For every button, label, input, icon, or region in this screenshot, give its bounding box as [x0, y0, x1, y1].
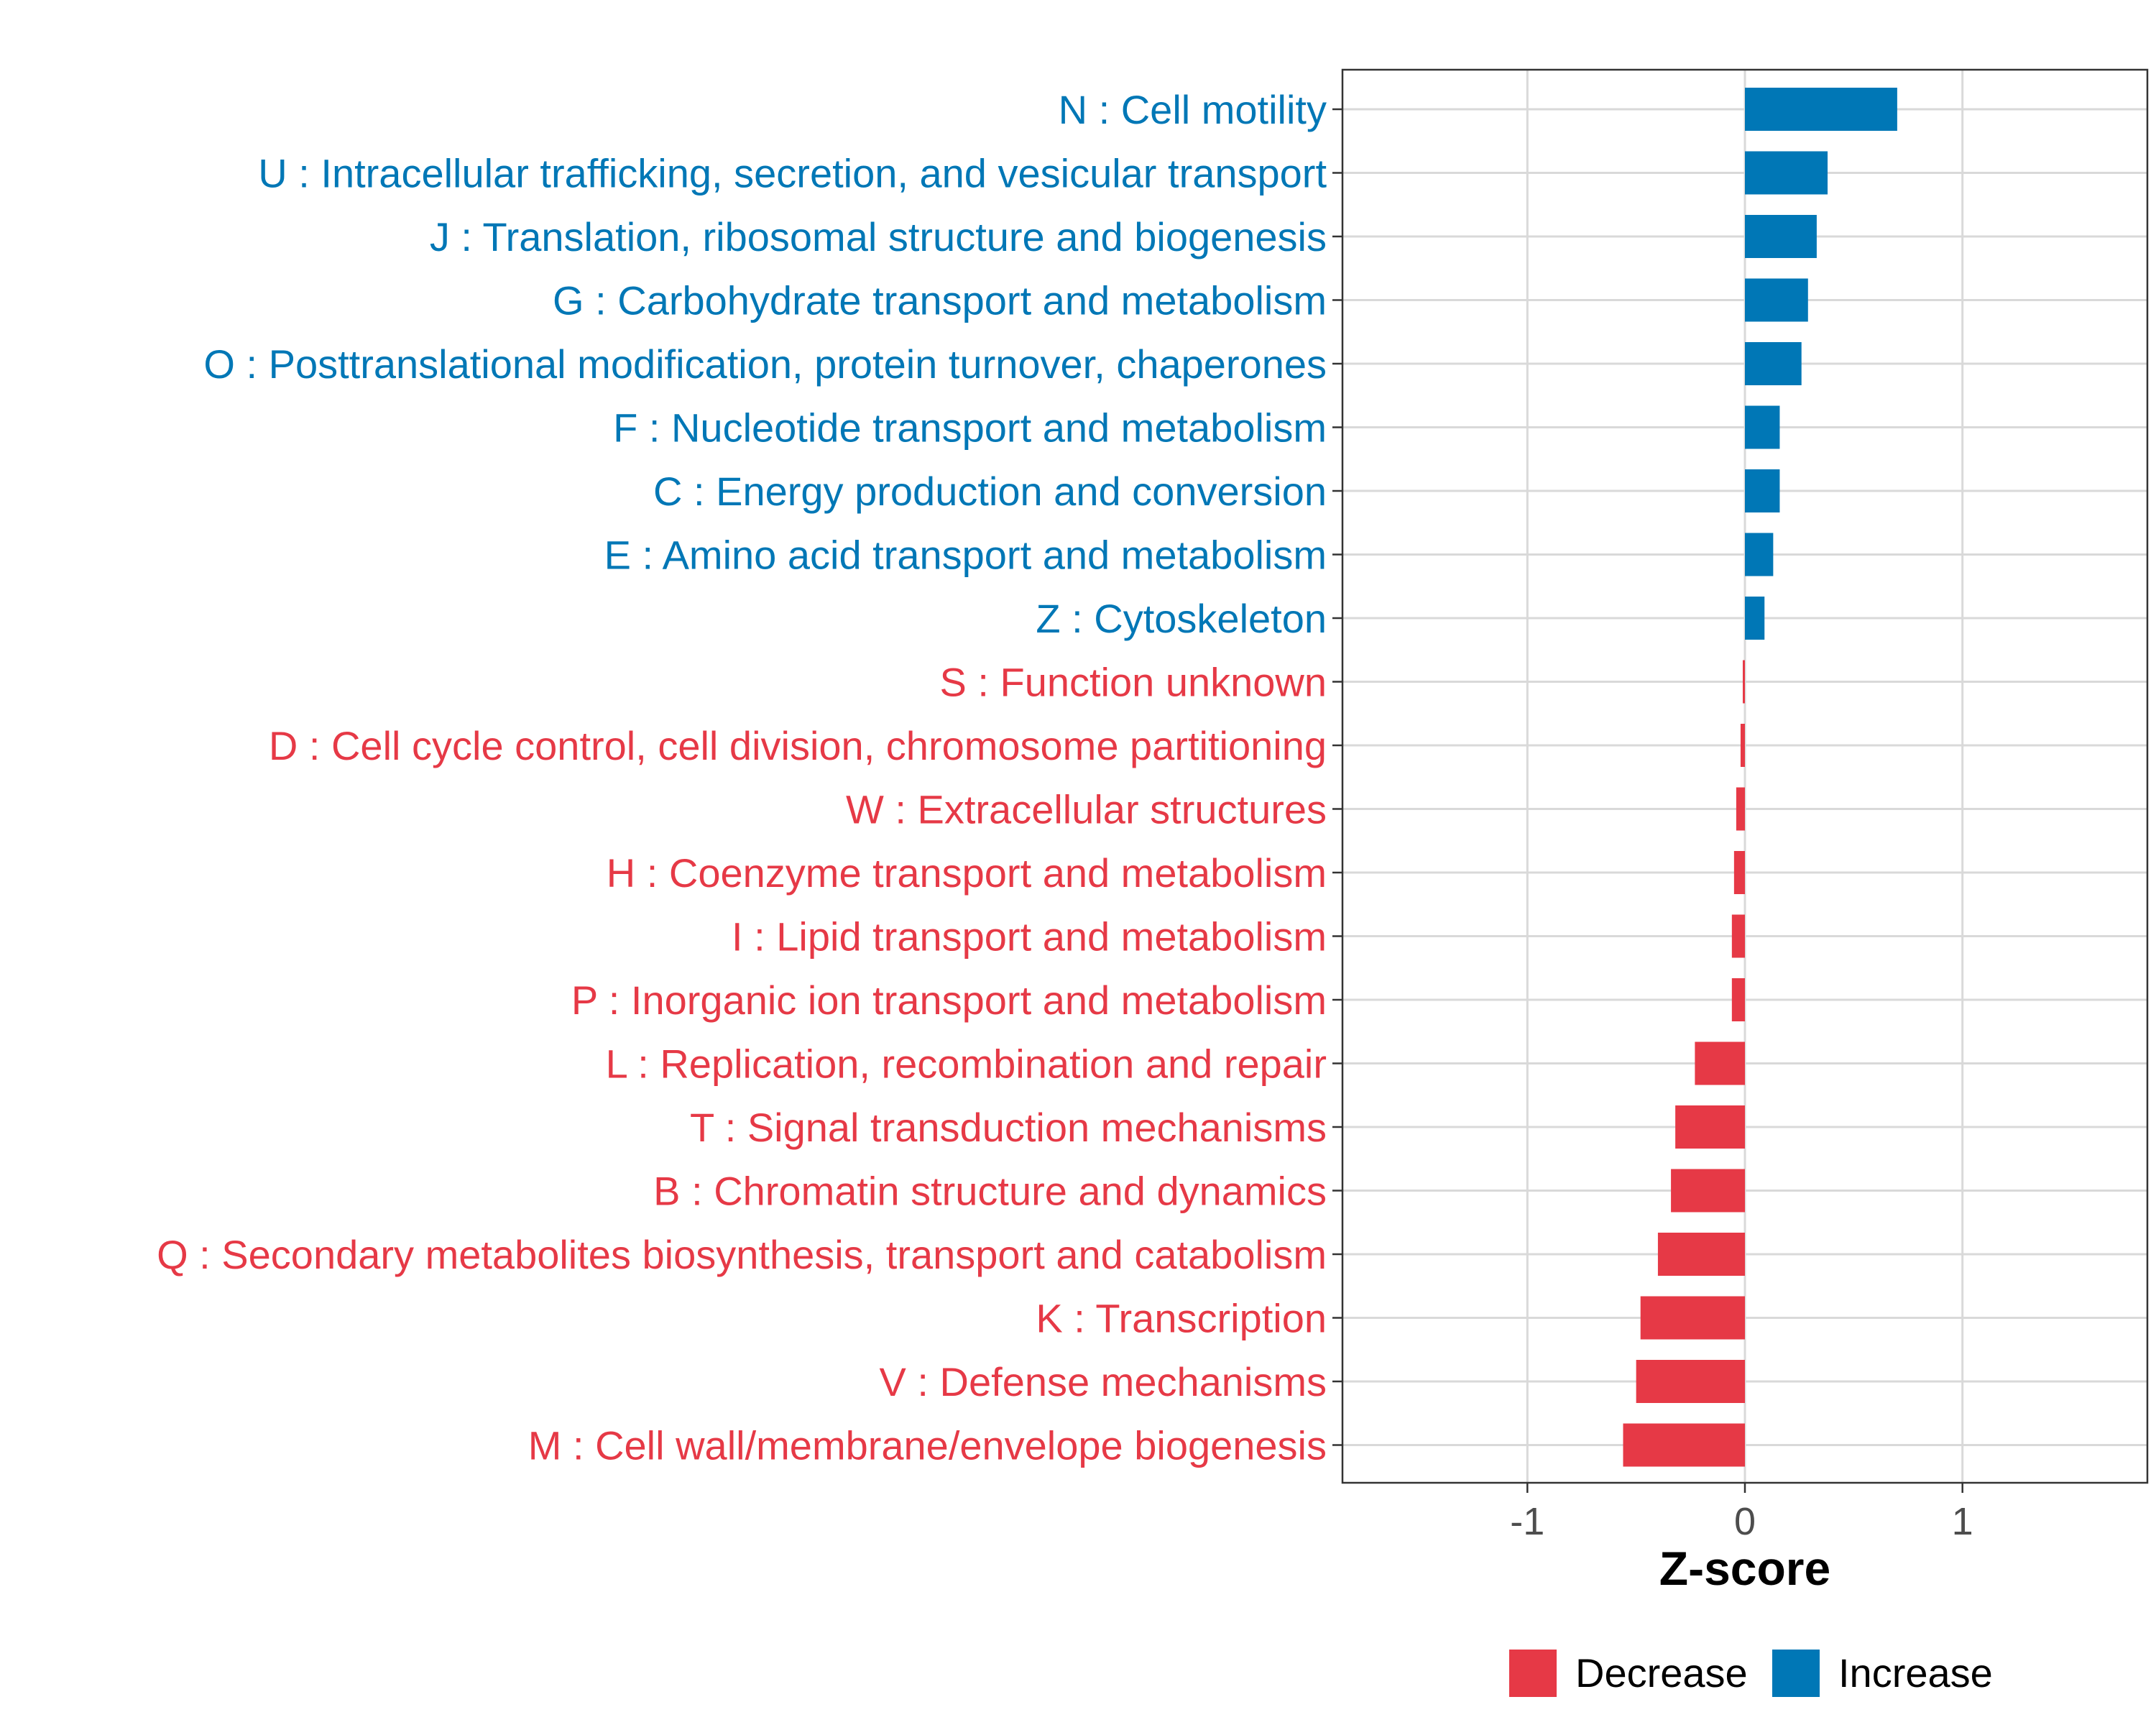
bar — [1675, 1105, 1745, 1149]
bar — [1745, 151, 1828, 195]
bar — [1657, 1233, 1745, 1276]
category-label: J : Translation, ribosomal structure and… — [430, 214, 1327, 259]
category-label: K : Transcription — [1036, 1296, 1327, 1341]
bar — [1736, 787, 1745, 831]
bar — [1745, 278, 1808, 322]
bar — [1731, 978, 1745, 1021]
category-label: Z : Cytoskeleton — [1036, 596, 1327, 641]
category-label: O : Posttranslational modification, prot… — [203, 341, 1327, 387]
bar — [1745, 533, 1774, 576]
category-label: C : Energy production and conversion — [653, 469, 1327, 514]
bar-layer — [1623, 88, 1897, 1467]
x-axis-title: Z-score — [1659, 1542, 1830, 1595]
category-label: M : Cell wall/membrane/envelope biogenes… — [528, 1423, 1327, 1468]
bar — [1742, 660, 1745, 704]
x-tick-label: 0 — [1734, 1500, 1756, 1543]
category-label: S : Function unknown — [939, 660, 1327, 705]
category-label: B : Chromatin structure and dynamics — [653, 1169, 1327, 1214]
bar — [1623, 1423, 1745, 1467]
category-label: H : Coenzyme transport and metabolism — [607, 850, 1327, 896]
bar — [1695, 1041, 1745, 1085]
category-label: L : Replication, recombination and repai… — [606, 1041, 1327, 1087]
x-tick-label: 1 — [1952, 1500, 1973, 1543]
category-label: D : Cell cycle control, cell division, c… — [269, 723, 1327, 768]
category-label: V : Defense mechanisms — [880, 1359, 1327, 1404]
category-label: T : Signal transduction mechanisms — [690, 1105, 1327, 1150]
bar — [1745, 215, 1817, 258]
category-label: P : Inorganic ion transport and metaboli… — [571, 978, 1327, 1023]
bar — [1733, 851, 1745, 894]
category-label: I : Lipid transport and metabolism — [732, 914, 1327, 960]
legend-swatch-increase — [1772, 1650, 1820, 1697]
category-label: Q : Secondary metabolites biosynthesis, … — [157, 1232, 1327, 1277]
legend-swatch-decrease — [1509, 1650, 1557, 1697]
bar — [1745, 88, 1897, 131]
category-label: G : Carbohydrate transport and metabolis… — [553, 278, 1327, 323]
bar — [1745, 342, 1802, 385]
category-label: W : Extracellular structures — [846, 787, 1327, 832]
bar — [1745, 405, 1780, 449]
legend-label-increase: Increase — [1838, 1650, 1993, 1696]
bar — [1640, 1296, 1745, 1340]
category-label: U : Intracellular trafficking, secretion… — [258, 151, 1327, 196]
legend: Decrease Increase — [1509, 1650, 1993, 1697]
bar — [1636, 1360, 1745, 1403]
xtick-layer: -1 0 1 — [1510, 1483, 1973, 1543]
category-label: N : Cell motility — [1059, 87, 1327, 132]
legend-label-decrease: Decrease — [1575, 1650, 1748, 1696]
category-label: E : Amino acid transport and metabolism — [604, 533, 1327, 578]
bar — [1731, 914, 1745, 958]
bar — [1740, 724, 1745, 767]
ytick-layer: N : Cell motility U : Intracellular traff… — [157, 87, 1342, 1468]
bar — [1671, 1169, 1745, 1213]
category-label: F : Nucleotide transport and metabolism — [613, 405, 1327, 451]
bar — [1745, 469, 1780, 512]
x-tick-label: -1 — [1510, 1500, 1544, 1543]
bar — [1745, 597, 1765, 640]
